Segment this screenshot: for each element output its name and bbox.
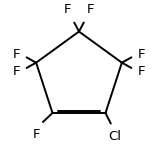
Text: Cl: Cl bbox=[109, 130, 122, 143]
Text: F: F bbox=[64, 3, 71, 16]
Text: F: F bbox=[13, 48, 20, 61]
Text: F: F bbox=[13, 65, 20, 78]
Text: F: F bbox=[33, 128, 40, 141]
Text: F: F bbox=[138, 48, 145, 61]
Text: F: F bbox=[87, 3, 94, 16]
Text: F: F bbox=[138, 65, 145, 78]
